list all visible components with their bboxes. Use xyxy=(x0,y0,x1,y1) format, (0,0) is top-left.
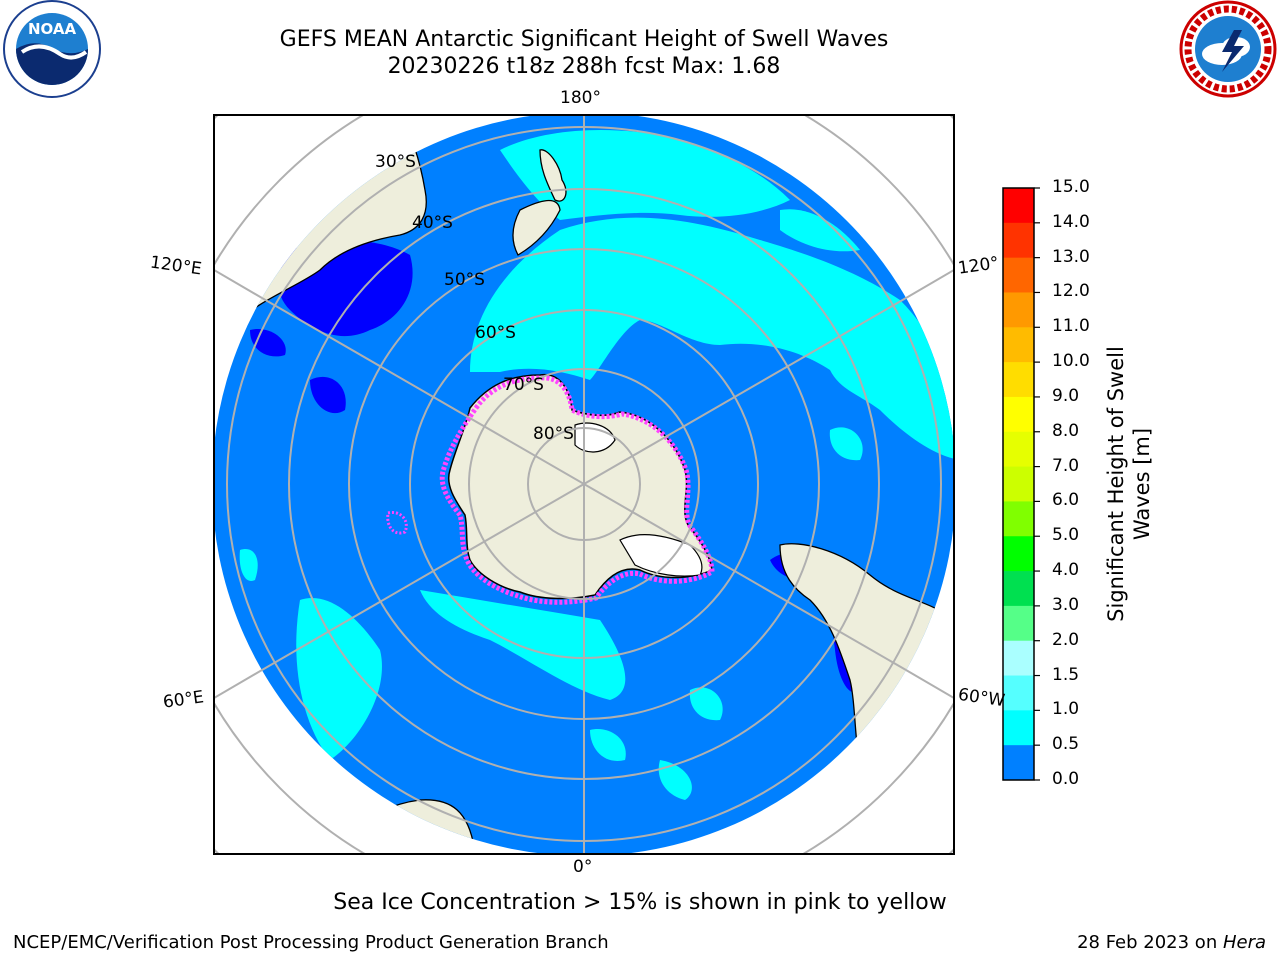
colorbar-tick-label: 8.0 xyxy=(1052,420,1080,441)
colorbar-tick-label: 1.0 xyxy=(1052,699,1080,720)
colorbar-tick-label: 13.0 xyxy=(1052,246,1090,267)
lon-label-180: 180° xyxy=(560,88,601,108)
colorbar-band xyxy=(1003,327,1034,363)
lon-label-0: 0° xyxy=(573,857,593,877)
chart-title-line1: GEFS MEAN Antarctic Significant Height o… xyxy=(279,27,889,52)
svg-text:NOAA: NOAA xyxy=(28,20,77,38)
colorbar-band xyxy=(1003,501,1034,537)
colorbar-tick-label: 6.0 xyxy=(1052,490,1080,511)
colorbar xyxy=(1002,187,1040,781)
colorbar-tick-label: 11.0 xyxy=(1052,316,1090,337)
colorbar-tick-label: 3.0 xyxy=(1052,594,1080,615)
colorbar-tick-label: 0.0 xyxy=(1052,769,1080,789)
colorbar-tick-label: 7.0 xyxy=(1052,455,1080,476)
lat-label-30s: 30°S xyxy=(375,152,416,172)
credit-line: NCEP/EMC/Verification Post Processing Pr… xyxy=(13,932,609,953)
sea-ice-edge xyxy=(439,375,715,605)
map-frame xyxy=(213,114,955,855)
colorbar-band xyxy=(1003,466,1034,502)
lat-label-40s: 40°S xyxy=(412,213,453,233)
colorbar-tick-label: 15.0 xyxy=(1052,177,1090,197)
nws-logo xyxy=(1179,0,1277,98)
swell-1-to-1.5m-regions xyxy=(239,130,954,800)
colorbar-tick-label: 4.0 xyxy=(1052,560,1080,581)
colorbar-band xyxy=(1003,571,1034,607)
colorbar-label: Significant Height of Swell Waves [m] xyxy=(1104,346,1154,622)
colorbar-band xyxy=(1003,362,1034,398)
colorbar-band xyxy=(1003,710,1034,746)
colorbar-tick-label: 14.0 xyxy=(1052,211,1090,232)
colorbar-band xyxy=(1003,222,1034,259)
new-zealand-south xyxy=(512,199,561,256)
lat-label-80s: 80°S xyxy=(533,424,574,444)
colorbar-band xyxy=(1003,640,1034,677)
colorbar-tick-label: 0.5 xyxy=(1052,734,1080,755)
lat-label-50s: 50°S xyxy=(444,270,485,290)
graticule xyxy=(226,115,942,854)
lat-label-70s: 70°S xyxy=(503,375,544,395)
colorbar-tick-label: 5.0 xyxy=(1052,525,1080,546)
colorbar-tick-label: 1.5 xyxy=(1052,664,1080,685)
noaa-logo: NOAA xyxy=(3,0,101,98)
new-zealand-north xyxy=(539,149,567,202)
colorbar-band xyxy=(1003,188,1034,224)
outer-graticule xyxy=(214,115,954,854)
colorbar-band xyxy=(1003,292,1034,328)
sea-ice-note: Sea Ice Concentration > 15% is shown in … xyxy=(333,890,947,915)
colorbar-band xyxy=(1003,257,1034,293)
chart-title-line2: 20230226 t18z 288h fcst Max: 1.68 xyxy=(387,54,781,79)
colorbar-band xyxy=(1003,536,1034,572)
date-line: 28 Feb 2023 on Hera xyxy=(1077,932,1266,953)
meridian-120w-60e xyxy=(261,297,907,671)
colorbar-tick-label: 10.0 xyxy=(1052,351,1090,372)
lat-label-60s: 60°S xyxy=(475,323,516,343)
colorbar-band xyxy=(1003,431,1034,468)
colorbar-band xyxy=(1003,396,1034,433)
colorbar-band xyxy=(1003,675,1034,711)
colorbar-band xyxy=(1003,605,1034,642)
colorbar-tick-label: 12.0 xyxy=(1052,281,1090,302)
colorbar-tick-label: 2.0 xyxy=(1052,629,1080,650)
colorbar-tick-label: 9.0 xyxy=(1052,385,1080,406)
host-name: Hera xyxy=(1222,932,1266,953)
date-text: 28 Feb 2023 on xyxy=(1077,932,1223,953)
colorbar-band xyxy=(1003,745,1034,781)
